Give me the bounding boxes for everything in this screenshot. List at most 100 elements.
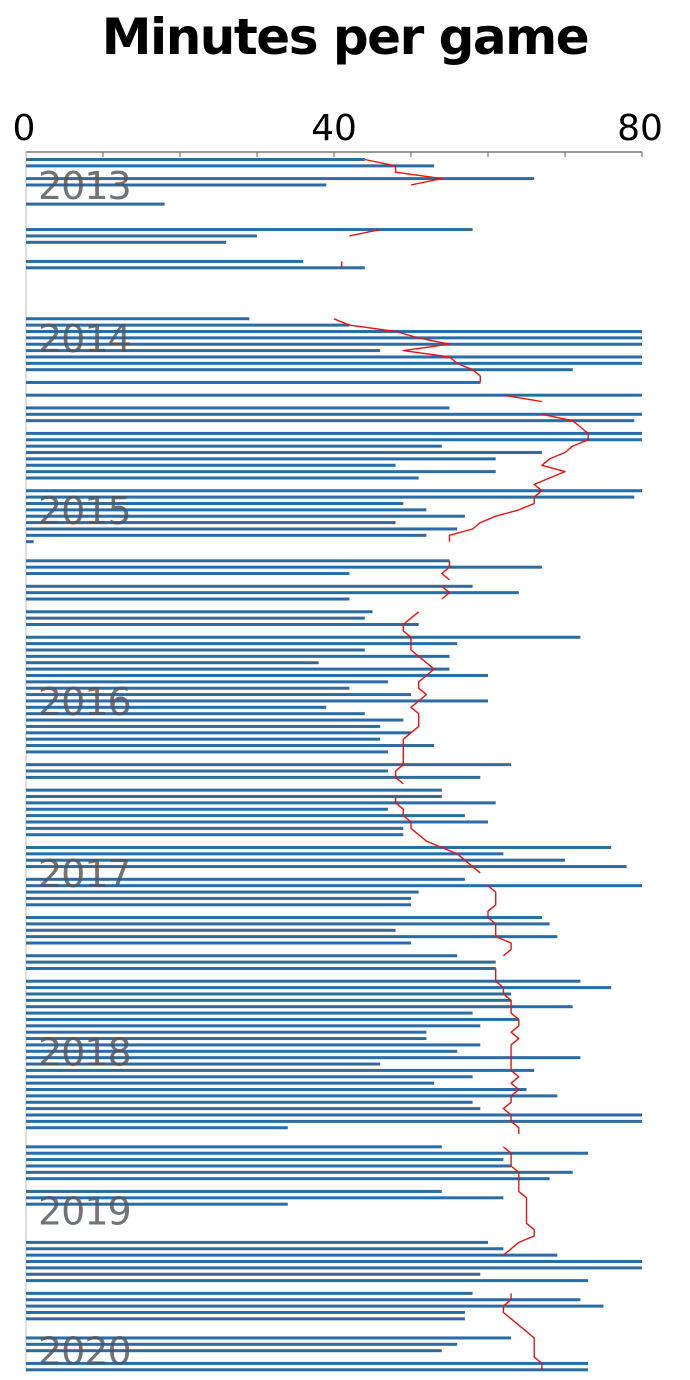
bar [26,368,573,372]
bar [26,642,458,646]
bar [26,1030,427,1034]
bar [26,890,419,894]
average-line-segment [333,318,481,383]
bar [26,228,473,232]
bar [26,686,350,690]
bar [26,661,319,665]
year-label: 2018 [38,1030,131,1074]
year-label: 2015 [38,489,131,533]
bar [26,877,465,881]
bar [26,750,388,754]
bar [26,355,642,359]
average-line-segment [503,394,543,403]
bar [26,673,488,677]
bar [26,1170,573,1174]
average-line-segment [349,228,381,237]
bar [26,610,373,614]
x-tick-label: 80 [617,108,663,149]
average-line-segment [364,158,443,186]
bar [26,954,458,958]
bar [26,693,411,697]
bar [26,941,411,945]
year-label: 2017 [38,852,131,896]
bar [26,1317,465,1321]
bar [26,616,365,620]
average-line-segment [502,1146,535,1256]
bar [26,259,304,263]
bar [26,998,512,1002]
average-line-segment [502,1293,543,1370]
bar [26,966,496,970]
bar [26,393,642,397]
bar [26,928,396,932]
bar [26,648,365,652]
bar [26,960,496,964]
average-line-segment [487,885,512,957]
year-label: 2016 [38,680,131,724]
bar [26,788,442,792]
bar [26,584,473,588]
bar [26,826,404,830]
average-line-segment [448,413,589,542]
bar [26,234,257,238]
bar [26,349,381,353]
average-line-segment [394,611,435,785]
bar [26,444,442,448]
bar [26,361,642,365]
chart-title: Minutes per game [101,8,590,66]
bar [26,654,450,658]
bar [26,1189,442,1193]
bar [26,1253,558,1257]
bar [26,501,404,505]
bar [26,775,481,779]
bar [26,514,465,518]
bar [26,1164,512,1168]
bar [26,1291,473,1295]
bar [26,419,635,423]
bar [26,1126,288,1130]
bar [26,1062,381,1066]
bar [26,807,388,811]
bar [26,1017,519,1021]
bar [26,1202,288,1206]
bar [26,1024,481,1028]
bar [26,1336,512,1340]
x-tick-label: 0 [13,108,36,149]
bar [26,158,365,161]
bar [26,1043,481,1047]
bar [26,916,542,920]
bar [26,1266,642,1270]
bar [26,1075,473,1079]
bar [26,731,411,735]
bar [26,540,34,544]
bar [26,1094,558,1098]
bar [26,724,381,728]
bar [26,317,250,321]
bar [26,865,627,869]
bar [26,1260,642,1264]
bar [26,457,496,461]
bar [26,1158,504,1162]
bar [26,884,642,888]
bar [26,336,642,340]
bar [26,801,496,805]
bar [26,342,642,346]
bar [26,896,411,900]
bar [26,597,350,601]
bar [26,833,404,837]
bar [26,1151,589,1155]
bar [26,979,581,983]
bar [26,1247,504,1251]
average-line-segment [441,560,451,581]
year-labels: 2013 2014 2015 2016 2017 2018 2019 2020 [38,164,132,1374]
bar [26,533,427,537]
bar [26,406,450,410]
bar [26,527,458,531]
bar [26,202,165,206]
bar [26,1107,481,1111]
bar [26,177,535,181]
bar [26,412,642,416]
bar [26,565,542,569]
bar [26,572,350,576]
bar [26,266,365,270]
